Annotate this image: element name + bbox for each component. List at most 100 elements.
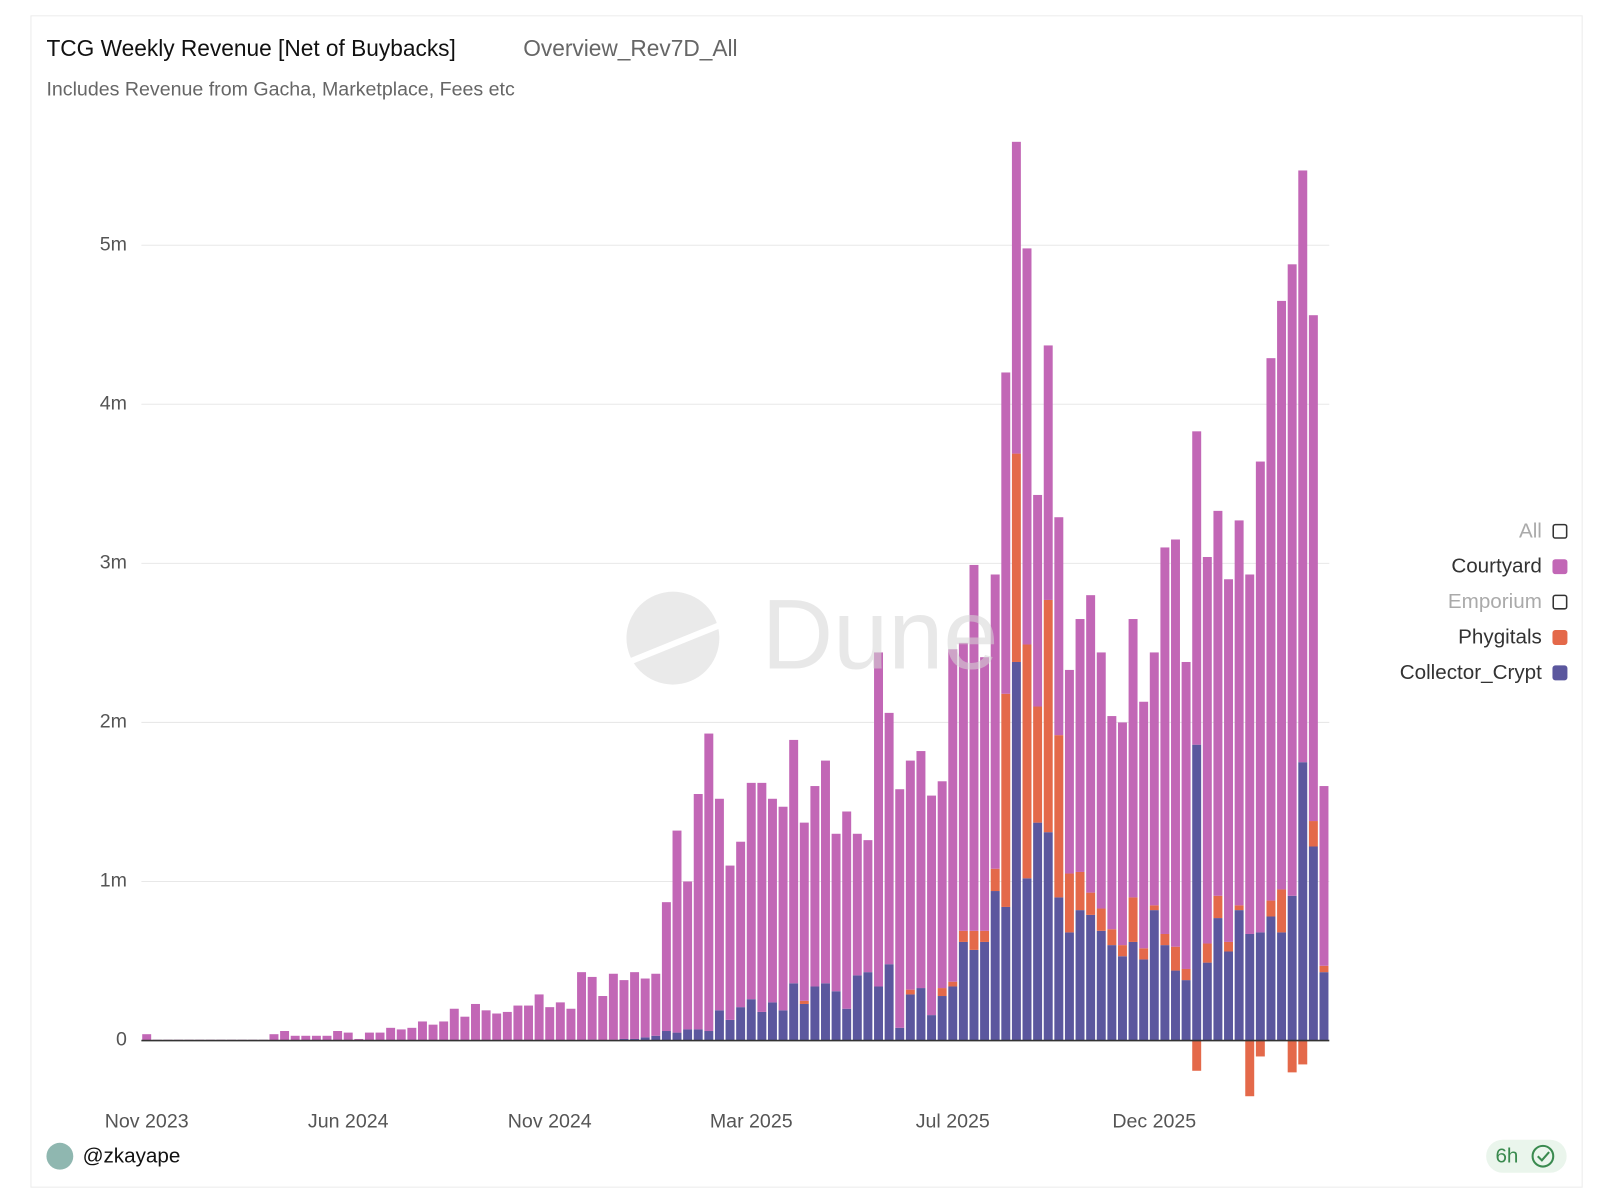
bar-segment [502,1011,512,1041]
bar-segment [1001,693,1011,907]
bar-segment [1224,941,1234,952]
bar-segment [396,1029,406,1041]
bar-segment [1202,556,1212,944]
legend-label[interactable]: Courtyard [1451,555,1542,578]
bar-segment [386,1027,396,1041]
query-name[interactable]: Overview_Rev7D_All [523,35,737,61]
bar-segment [937,781,947,989]
bar-segment [905,989,915,995]
bar-segment [1287,895,1297,1041]
bar-segment [1054,897,1064,1041]
bar-segment [1096,652,1106,909]
bar-segment [1308,846,1318,1041]
bar-segment [757,782,767,1012]
author-name[interactable]: @zkayape [83,1145,181,1168]
bar-segment [990,574,1000,869]
bar-segment [1011,141,1021,454]
bar-segment [1149,652,1159,906]
bar-segment [1096,908,1106,931]
bar-segment [545,1007,555,1041]
bar-segment [1043,599,1053,833]
bar-segment [1319,965,1329,973]
bar-segment [1033,494,1043,707]
bar-segment [778,1010,788,1041]
bar-segment [1086,892,1096,915]
bar-segment [958,642,968,931]
bar-segment [683,881,693,1030]
bar-segment [746,999,756,1041]
bar-segment [714,798,724,1011]
bar-segment [1192,431,1202,745]
bar-segment [810,986,820,1041]
bar-segment [1117,945,1127,957]
bar-segment [1064,669,1074,874]
legend-label[interactable]: Phygitals [1458,625,1542,648]
bar-segment [789,983,799,1041]
bar-segment [1001,906,1011,1041]
bar-segment [619,980,629,1039]
bar-segment [1308,315,1318,822]
bar-segment [1266,900,1276,917]
bar-segment [1181,661,1191,969]
bar-segment [1266,358,1276,901]
bar-segment [916,751,926,989]
bar-segment [1308,821,1318,847]
bar-segment [874,652,883,987]
bar-segment [1213,895,1223,919]
bar-segment [927,1015,937,1041]
bar-segment [460,1016,470,1041]
watermark-text: Dune [762,578,999,689]
bar-segment [842,1008,852,1041]
bar-segment [831,833,841,992]
legend-label[interactable]: Collector_Crypt [1400,661,1542,684]
bar-segment [725,865,735,1020]
bar-segment [354,1038,364,1041]
chart-title: TCG Weekly Revenue [Net of Buybacks] [46,35,455,61]
bar-segment [821,983,830,1041]
bar-segment [1011,453,1021,662]
bar-segment [1054,517,1064,736]
bar-segment [683,1029,693,1041]
bar-segment [799,822,809,1001]
bar-segment [714,1010,724,1041]
bar-segment [884,964,894,1041]
bar-segment [1149,905,1159,911]
bar-segment [1171,970,1180,1041]
bar-segment [375,1032,385,1041]
bar-segment [1181,968,1191,981]
bar-segment [1022,248,1032,645]
legend-swatch [1552,665,1568,681]
freshness-badge [1486,1139,1567,1173]
legend: All Courtyard Emporium Phygitals Collector_C… [1400,519,1568,684]
bar-segment [280,1031,290,1041]
bar-segment [1234,910,1244,1041]
legend-swatch [1552,630,1568,645]
bar-segment [1043,345,1053,600]
legend-swatch [1552,594,1568,610]
bar-segment [269,1034,279,1041]
bar-segment [746,782,756,1000]
bar-segment [1277,300,1287,890]
watermark: Dune [626,578,998,689]
bar-segment [778,806,788,1011]
y-tick-label: 2m [100,711,127,733]
bar-segment [1117,956,1127,1041]
bar-segment [916,988,926,1041]
bar-segment [905,994,915,1041]
legend-swatch [1552,559,1568,575]
bar-segment [990,868,1000,892]
bar-segment [884,712,894,965]
legend-label[interactable]: Emporium [1448,590,1542,613]
bar-segment [1245,933,1255,1041]
bar-segment [1224,579,1234,942]
bar-segment [980,930,990,942]
bar-segment [980,657,990,931]
bar-segment [937,996,947,1041]
bar-segment [449,1008,459,1041]
bar-segment [311,1035,321,1041]
bar-segment [555,1002,565,1041]
bar-segment [725,1019,735,1041]
bar-segment [1011,661,1021,1041]
bar-segment [948,986,958,1041]
legend-label[interactable]: All [1519,519,1542,542]
